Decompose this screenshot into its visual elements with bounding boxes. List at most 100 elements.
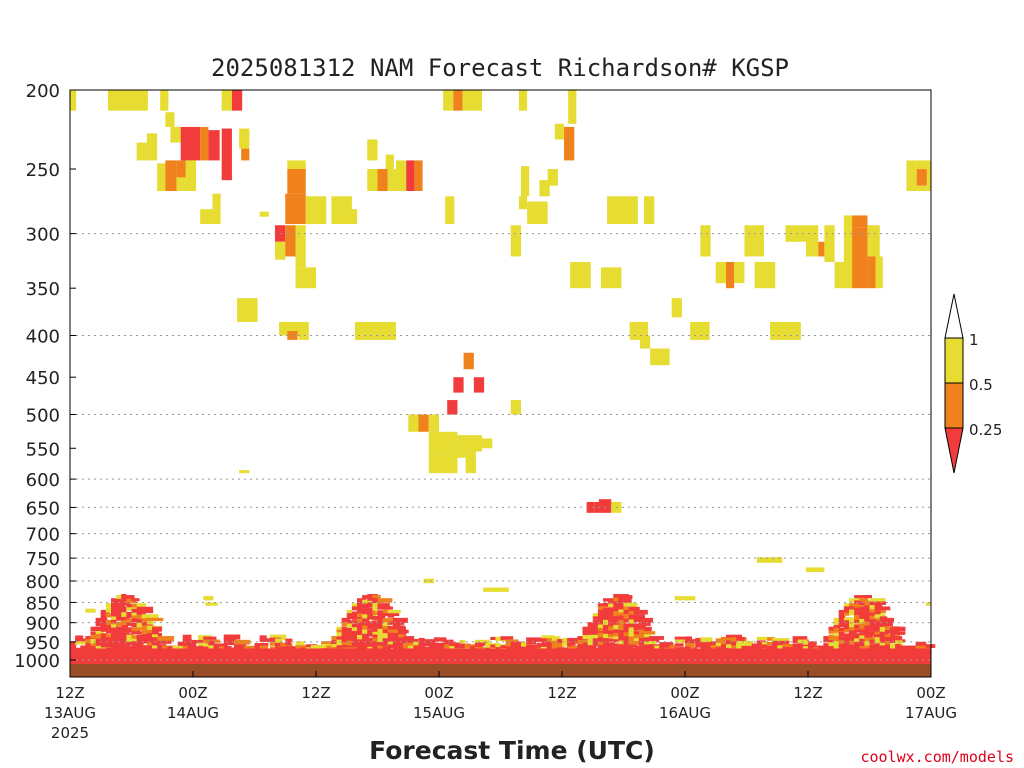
ri-cell — [423, 639, 435, 643]
legend-arrow-top — [944, 293, 964, 339]
ri-cell — [874, 614, 881, 619]
ri-cell — [867, 225, 880, 257]
ri-cell — [603, 638, 609, 644]
ri-cell — [608, 642, 615, 648]
ri-cell — [613, 639, 623, 643]
ri-cell — [869, 605, 877, 611]
ri-cell — [223, 637, 236, 643]
ri-cell — [212, 193, 221, 210]
ri-cell — [849, 627, 867, 632]
ri-cell — [838, 631, 845, 637]
ri-cell — [916, 160, 927, 170]
ri-cell — [638, 617, 654, 623]
ri-cell — [116, 599, 130, 606]
ri-cell — [385, 154, 394, 170]
ri-cell — [720, 644, 730, 649]
ri-cell — [223, 641, 241, 646]
ri-cell — [80, 645, 90, 650]
ri-cell — [100, 609, 110, 616]
ri-cell — [95, 645, 103, 651]
ri-cell — [121, 617, 131, 623]
y-tick-label: 250 — [26, 160, 60, 181]
ri-cell — [336, 626, 343, 631]
y-tick-label: 400 — [26, 326, 60, 347]
ri-cell — [285, 638, 293, 642]
ri-cell — [387, 169, 396, 191]
ri-cell — [854, 624, 864, 629]
grid-layer — [70, 233, 931, 661]
ri-cell — [126, 595, 135, 601]
ri-cell — [864, 608, 874, 615]
ri-cell — [223, 634, 241, 640]
ri-cell — [418, 637, 425, 642]
ri-cell — [884, 617, 894, 624]
ri-cell — [239, 470, 250, 474]
ri-cell — [136, 644, 144, 650]
ri-cell — [674, 643, 684, 647]
x-tick-label: 12Z — [547, 684, 576, 702]
ri-cell — [237, 298, 258, 322]
legend-label: 0.5 — [969, 376, 993, 394]
ri-cell — [554, 123, 565, 140]
ri-cell — [587, 634, 594, 639]
ri-cell — [231, 90, 243, 111]
y-tick-label: 300 — [26, 225, 60, 246]
ri-cell — [818, 241, 825, 257]
ri-cell — [439, 643, 449, 649]
ri-cell — [208, 645, 219, 651]
ri-cell — [874, 603, 883, 608]
ri-cell — [403, 636, 415, 641]
ri-cell — [445, 196, 455, 225]
ri-cell — [754, 261, 776, 289]
ri-cell — [100, 640, 118, 645]
ri-cell — [618, 606, 625, 610]
site-credit: coolwx.com/models — [860, 748, 1014, 766]
ri-cell — [116, 640, 126, 645]
y-tick-label: 600 — [26, 470, 60, 491]
y-tick-label: 450 — [26, 368, 60, 389]
legend-label: 1 — [969, 331, 979, 349]
cells-layer — [70, 90, 931, 613]
ri-cell — [287, 169, 306, 194]
ri-cell — [879, 631, 890, 637]
ri-cell — [638, 629, 647, 633]
ri-cell — [867, 256, 876, 289]
y-tick-label: 1000 — [14, 651, 60, 672]
ri-cell — [700, 642, 714, 648]
ri-cell — [367, 139, 378, 161]
ri-cell — [849, 618, 857, 623]
chart-title: 2025081312 NAM Forecast Richardson# KGSP — [211, 54, 789, 82]
ri-cell — [869, 615, 882, 622]
ri-cell — [854, 620, 864, 624]
ri-cell — [259, 211, 269, 217]
ri-cell — [90, 646, 101, 650]
ri-cell — [669, 645, 676, 651]
ri-cell — [785, 225, 819, 242]
ri-cell — [392, 617, 408, 623]
ri-cell — [377, 598, 393, 603]
ri-cell — [406, 160, 415, 191]
ri-cell — [859, 597, 869, 602]
ri-cell — [70, 645, 77, 651]
ri-cell — [539, 180, 550, 197]
ri-cell — [428, 645, 438, 649]
ri-cell — [141, 614, 159, 619]
ri-cell — [628, 631, 635, 638]
ri-cell — [805, 567, 825, 573]
ri-cell — [859, 641, 868, 647]
ri-cell — [603, 642, 609, 648]
ri-cell — [346, 636, 356, 640]
legend-swatch — [944, 337, 964, 384]
ri-cell — [644, 626, 652, 632]
ri-cell — [633, 634, 640, 639]
ri-cell — [567, 637, 579, 644]
ri-cell — [111, 619, 117, 624]
y-tick-label: 500 — [26, 406, 60, 427]
ri-cell — [607, 196, 638, 225]
ri-cell — [121, 594, 127, 599]
ri-cell — [367, 610, 374, 617]
ri-cell — [608, 646, 614, 650]
ri-cell — [874, 626, 883, 633]
ri-cell — [377, 633, 392, 638]
ri-cell — [336, 632, 346, 638]
